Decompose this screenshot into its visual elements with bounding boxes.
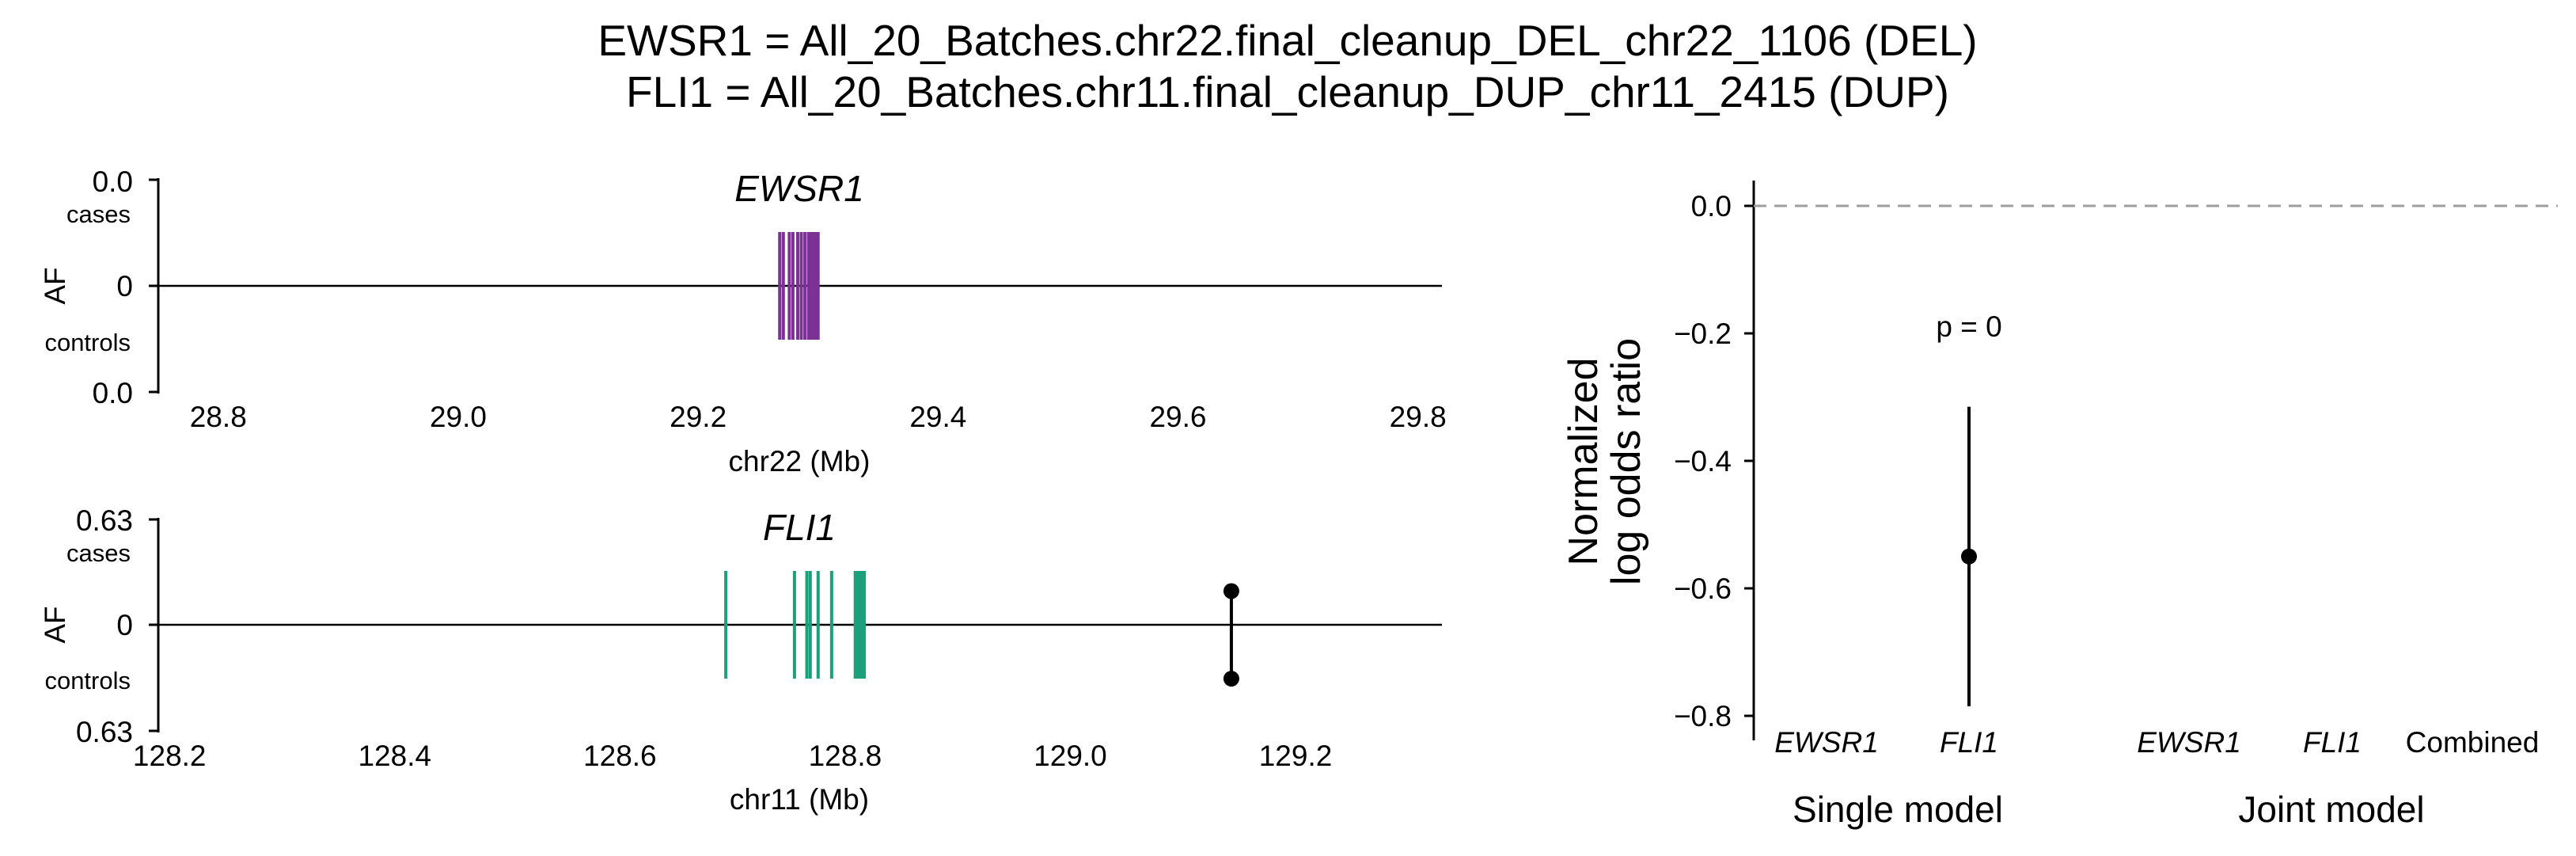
or-group-labels: Single model Joint model xyxy=(1793,789,2425,830)
fli1-track-panel: 0.63 0 0.63 cases controls AF FLI1 128.2… xyxy=(39,504,1442,816)
fli1-exon-marks xyxy=(724,571,867,679)
ewsr1-ytick-bottom: 0.0 xyxy=(93,377,133,409)
ewsr1-exon-marks xyxy=(778,232,820,340)
fli1-gene-title: FLI1 xyxy=(763,507,836,548)
fli1-xtick-2: 128.6 xyxy=(583,740,657,772)
or-category-3: FLI1 xyxy=(2303,726,2362,759)
ewsr1-xtick-3: 29.4 xyxy=(909,401,966,433)
ewsr1-exon-1 xyxy=(781,232,785,340)
or-y-ticks: 0.0 −0.2 −0.4 −0.6 −0.8 xyxy=(1674,190,1754,732)
ewsr1-ylabel: AF xyxy=(39,267,71,304)
or-group-1: Joint model xyxy=(2238,789,2424,830)
fli1-ytick-bottom: 0.63 xyxy=(76,716,133,748)
fli1-exon-4 xyxy=(816,571,820,679)
or-ytick-3: −0.6 xyxy=(1674,573,1732,605)
fli1-xtick-3: 128.8 xyxy=(809,740,882,772)
or-annotation-0: p = 0 xyxy=(1936,310,2001,343)
fli1-xtick-0: 128.2 xyxy=(133,740,207,772)
ewsr1-xtick-5: 29.8 xyxy=(1390,401,1447,433)
fli1-exon-2 xyxy=(805,571,809,679)
or-ytick-0: 0.0 xyxy=(1691,190,1732,223)
fli1-exon-1 xyxy=(792,571,796,679)
or-category-4: Combined xyxy=(2406,726,2540,759)
ewsr1-exon-8 xyxy=(809,232,813,340)
ewsr1-exon-10 xyxy=(814,232,818,340)
fli1-exon-9 xyxy=(860,571,864,679)
or-category-labels: EWSR1 FLI1 EWSR1 FLI1 Combined xyxy=(1774,726,2539,759)
or-ylabel-line-1: Normalized xyxy=(1561,358,1607,566)
ewsr1-exon-3 xyxy=(791,232,795,340)
ewsr1-ytick-top: 0.0 xyxy=(93,165,133,198)
fli1-ytick-mid: 0 xyxy=(116,609,133,641)
fli1-xlabel: chr11 (Mb) xyxy=(730,783,869,816)
fli1-ylabel: AF xyxy=(39,606,71,643)
ewsr1-xtick-1: 29.0 xyxy=(430,401,487,433)
ewsr1-track-panel: 0.0 0 0.0 cases controls AF EWSR1 28.8 29… xyxy=(39,165,1447,477)
ewsr1-gene-title: EWSR1 xyxy=(734,168,864,209)
log-odds-ratio-panel: 0.0 −0.2 −0.4 −0.6 −0.8 Normalized log odds … xyxy=(1561,181,2558,830)
or-points: p = 0 xyxy=(1936,310,2002,706)
ewsr1-exon-5 xyxy=(799,232,803,340)
ewsr1-exon-2 xyxy=(787,232,791,340)
figure-title-line-1: EWSR1 = All_20_Batches.chr22.final_clean… xyxy=(598,16,1977,65)
ewsr1-exon-7 xyxy=(806,232,810,340)
fli1-ytick-top: 0.63 xyxy=(76,504,133,537)
fli1-sv-markers xyxy=(1223,583,1239,687)
ewsr1-exon-0 xyxy=(778,232,782,340)
fli1-exon-6 xyxy=(853,571,857,679)
fli1-sv-point-cases-0 xyxy=(1223,583,1239,599)
fli1-sv-point-controls-0 xyxy=(1223,671,1239,687)
fli1-controls-label: controls xyxy=(44,667,131,694)
ewsr1-controls-label: controls xyxy=(44,329,131,356)
or-ylabel-line-2: log odds ratio xyxy=(1603,338,1649,585)
fli1-cases-label: cases xyxy=(66,539,131,567)
ewsr1-x-ticks: 28.8 29.0 29.2 29.4 29.6 29.8 xyxy=(190,401,1447,433)
fli1-xtick-4: 129.0 xyxy=(1034,740,1107,772)
fli1-exon-8 xyxy=(858,571,862,679)
ewsr1-exon-9 xyxy=(811,232,815,340)
figure-title-line-2: FLI1 = All_20_Batches.chr11.final_cleanu… xyxy=(626,67,1949,116)
or-category-2: EWSR1 xyxy=(2137,726,2241,759)
ewsr1-cases-label: cases xyxy=(66,200,131,228)
ewsr1-xtick-2: 29.2 xyxy=(670,401,727,433)
ewsr1-xtick-0: 28.8 xyxy=(190,401,247,433)
or-ytick-2: −0.4 xyxy=(1674,445,1732,477)
fli1-exon-5 xyxy=(829,571,833,679)
fli1-xtick-1: 128.4 xyxy=(358,740,431,772)
ewsr1-exon-6 xyxy=(803,232,807,340)
or-ytick-1: −0.2 xyxy=(1674,318,1732,350)
ewsr1-xtick-4: 29.6 xyxy=(1149,401,1206,433)
or-ytick-4: −0.8 xyxy=(1674,700,1732,732)
fli1-x-ticks: 128.2 128.4 128.6 128.8 129.0 129.2 xyxy=(133,740,1332,772)
fli1-xtick-5: 129.2 xyxy=(1259,740,1333,772)
ewsr1-exon-11 xyxy=(816,232,820,340)
ewsr1-ytick-mid: 0 xyxy=(116,270,133,302)
fli1-exon-7 xyxy=(856,571,859,679)
fli1-exon-3 xyxy=(808,571,812,679)
ewsr1-xlabel: chr22 (Mb) xyxy=(729,445,871,477)
or-group-0: Single model xyxy=(1793,789,2003,830)
or-category-0: EWSR1 xyxy=(1774,726,1879,759)
fli1-exon-0 xyxy=(724,571,728,679)
or-point-0 xyxy=(1961,548,1977,565)
fli1-exon-10 xyxy=(863,571,867,679)
or-category-1: FLI1 xyxy=(1940,726,1998,759)
ewsr1-exon-4 xyxy=(795,232,799,340)
